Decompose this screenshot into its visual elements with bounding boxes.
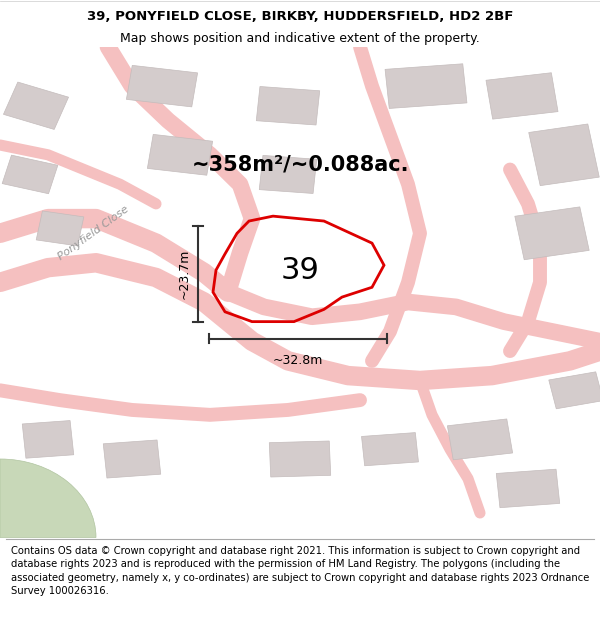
Bar bbox=[2, 155, 58, 194]
Bar bbox=[448, 419, 512, 460]
Text: ~358m²/~0.088ac.: ~358m²/~0.088ac. bbox=[191, 154, 409, 174]
Text: 39: 39 bbox=[281, 256, 319, 284]
Bar bbox=[269, 441, 331, 477]
Bar bbox=[127, 66, 197, 107]
Bar bbox=[549, 372, 600, 409]
Text: 39, PONYFIELD CLOSE, BIRKBY, HUDDERSFIELD, HD2 2BF: 39, PONYFIELD CLOSE, BIRKBY, HUDDERSFIEL… bbox=[87, 10, 513, 23]
Wedge shape bbox=[0, 459, 96, 538]
Text: Contains OS data © Crown copyright and database right 2021. This information is : Contains OS data © Crown copyright and d… bbox=[11, 546, 589, 596]
Bar bbox=[529, 124, 599, 186]
Text: Map shows position and indicative extent of the property.: Map shows position and indicative extent… bbox=[120, 32, 480, 45]
Bar bbox=[148, 134, 212, 175]
Bar bbox=[256, 86, 320, 125]
Bar bbox=[486, 72, 558, 119]
Text: ~32.8m: ~32.8m bbox=[273, 354, 323, 366]
Bar bbox=[259, 156, 317, 194]
Bar bbox=[22, 421, 74, 458]
Bar bbox=[103, 440, 161, 478]
Bar bbox=[362, 432, 418, 466]
Bar bbox=[36, 211, 84, 246]
Bar bbox=[515, 207, 589, 260]
Bar bbox=[385, 64, 467, 109]
Text: Ponyfield Close: Ponyfield Close bbox=[56, 204, 130, 262]
Text: ~23.7m: ~23.7m bbox=[178, 249, 191, 299]
Bar bbox=[4, 82, 68, 129]
Bar bbox=[496, 469, 560, 508]
